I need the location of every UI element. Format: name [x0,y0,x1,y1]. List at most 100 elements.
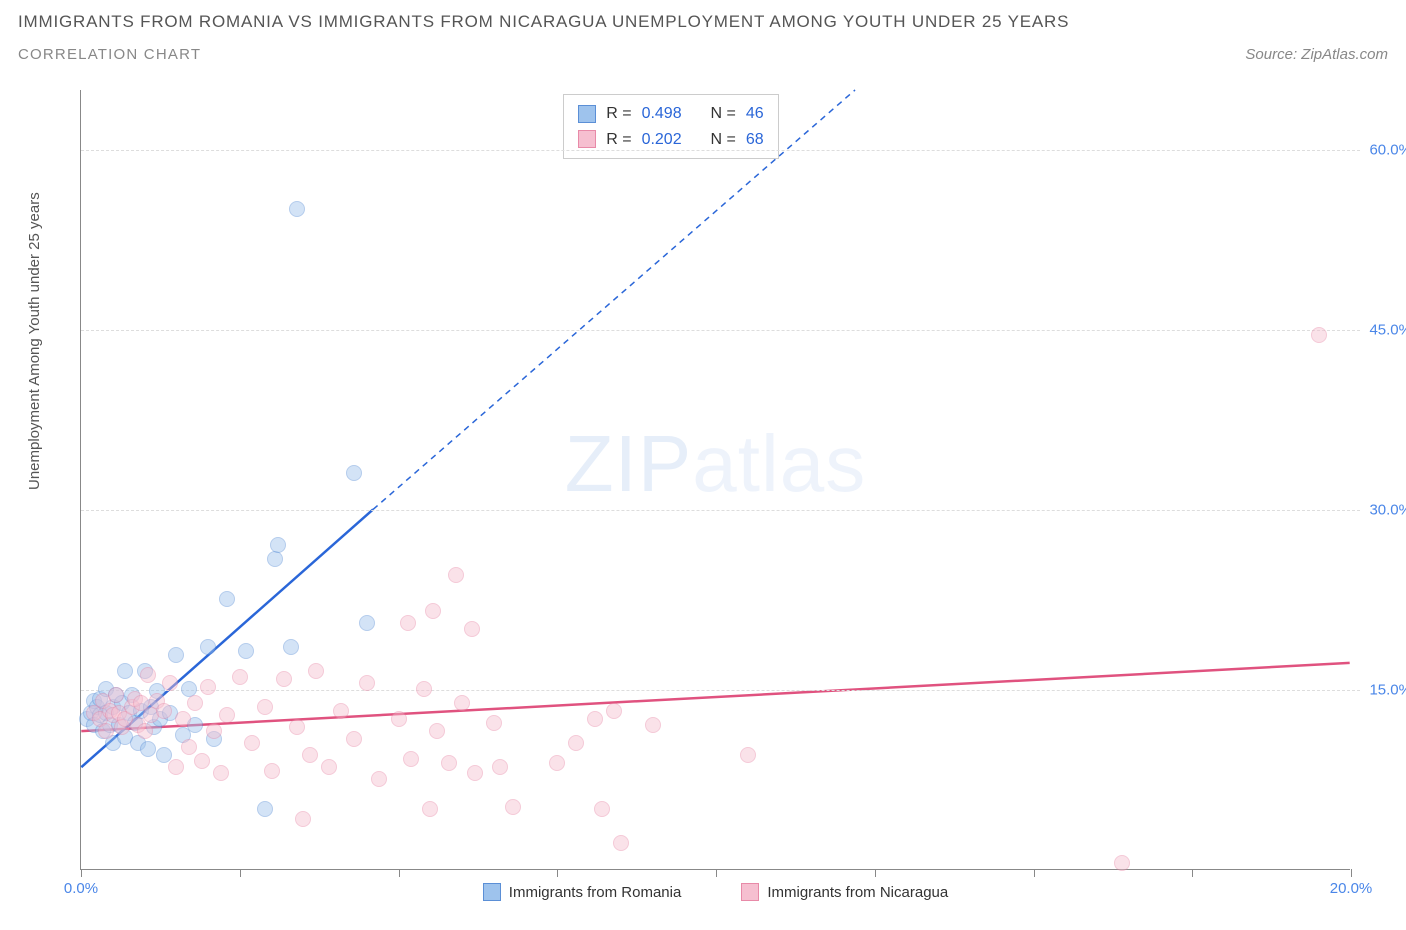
data-point [422,801,438,817]
data-point [429,723,445,739]
data-point [238,643,254,659]
data-point [1311,327,1327,343]
data-point [232,669,248,685]
trend-lines [81,90,1350,869]
data-point [321,759,337,775]
data-point [740,747,756,763]
stat-row-series1: R = 0.498 N = 46 [578,101,763,127]
gridline [81,150,1360,151]
data-point [213,765,229,781]
data-point [613,835,629,851]
data-point [308,663,324,679]
bottom-legend: Immigrants from Romania Immigrants from … [81,883,1350,901]
watermark-atlas: atlas [692,419,866,508]
data-point [587,711,603,727]
data-point [505,799,521,815]
r-value-2: 0.202 [642,127,682,153]
x-tick [557,869,558,877]
data-point [359,675,375,691]
data-point [594,801,610,817]
data-point [156,747,172,763]
r-label-2: R = [606,127,631,153]
data-point [492,759,508,775]
data-point [400,615,416,631]
data-point [371,771,387,787]
data-point [1114,855,1130,871]
data-point [467,765,483,781]
data-point [200,639,216,655]
plot-area: ZIPatlas R = 0.498 N = 46 R = 0.202 N = … [80,90,1350,870]
x-tick-label: 0.0% [64,880,98,897]
chart-subtitle: Correlation Chart [18,46,201,63]
gridline [81,510,1360,511]
data-point [486,715,502,731]
data-point [267,551,283,567]
swatch-series2 [578,130,596,148]
data-point [137,723,153,739]
watermark-zip: ZIP [565,419,692,508]
data-point [187,695,203,711]
data-point [168,647,184,663]
data-point [346,465,362,481]
legend-label-1: Immigrants from Romania [509,884,682,901]
chart-container: Unemployment Among Youth under 25 years … [60,90,1360,890]
data-point [359,615,375,631]
chart-title-line1: Immigrants from Romania vs Immigrants fr… [18,12,1388,32]
source-name: ZipAtlas.com [1301,46,1388,63]
x-tick [240,869,241,877]
data-point [117,663,133,679]
x-tick [81,869,82,877]
data-point [162,675,178,691]
n-label-2: N = [711,127,736,153]
data-point [276,671,292,687]
y-tick-label: 15.0% [1369,682,1406,699]
chart-source: Source: ZipAtlas.com [1245,46,1388,63]
watermark: ZIPatlas [565,418,866,510]
data-point [416,681,432,697]
data-point [181,739,197,755]
swatch-series1 [578,105,596,123]
data-point [454,695,470,711]
legend-label-2: Immigrants from Nicaragua [767,884,948,901]
legend-item-series1: Immigrants from Romania [483,883,682,901]
data-point [175,711,191,727]
x-tick [1351,869,1352,877]
x-tick [1034,869,1035,877]
data-point [391,711,407,727]
x-tick [875,869,876,877]
data-point [98,723,114,739]
data-point [289,719,305,735]
data-point [441,755,457,771]
data-point [283,639,299,655]
data-point [448,567,464,583]
y-axis-label: Unemployment Among Youth under 25 years [26,192,43,490]
data-point [568,735,584,751]
stat-row-series2: R = 0.202 N = 68 [578,127,763,153]
data-point [219,707,235,723]
data-point [549,755,565,771]
legend-item-series2: Immigrants from Nicaragua [741,883,948,901]
data-point [295,811,311,827]
data-point [464,621,480,637]
data-point [264,763,280,779]
data-point [606,703,622,719]
data-point [257,801,273,817]
title-row2: Correlation Chart Source: ZipAtlas.com [18,46,1388,63]
data-point [156,703,172,719]
data-point [270,537,286,553]
data-point [219,591,235,607]
legend-swatch-2 [741,883,759,901]
r-value-1: 0.498 [642,101,682,127]
source-prefix: Source: [1245,46,1301,63]
y-tick-label: 30.0% [1369,502,1406,519]
data-point [333,703,349,719]
data-point [206,723,222,739]
data-point [425,603,441,619]
chart-header: Immigrants from Romania vs Immigrants fr… [0,0,1406,63]
data-point [200,679,216,695]
legend-swatch-1 [483,883,501,901]
data-point [403,751,419,767]
gridline [81,330,1360,331]
data-point [257,699,273,715]
x-tick-label: 20.0% [1330,880,1373,897]
